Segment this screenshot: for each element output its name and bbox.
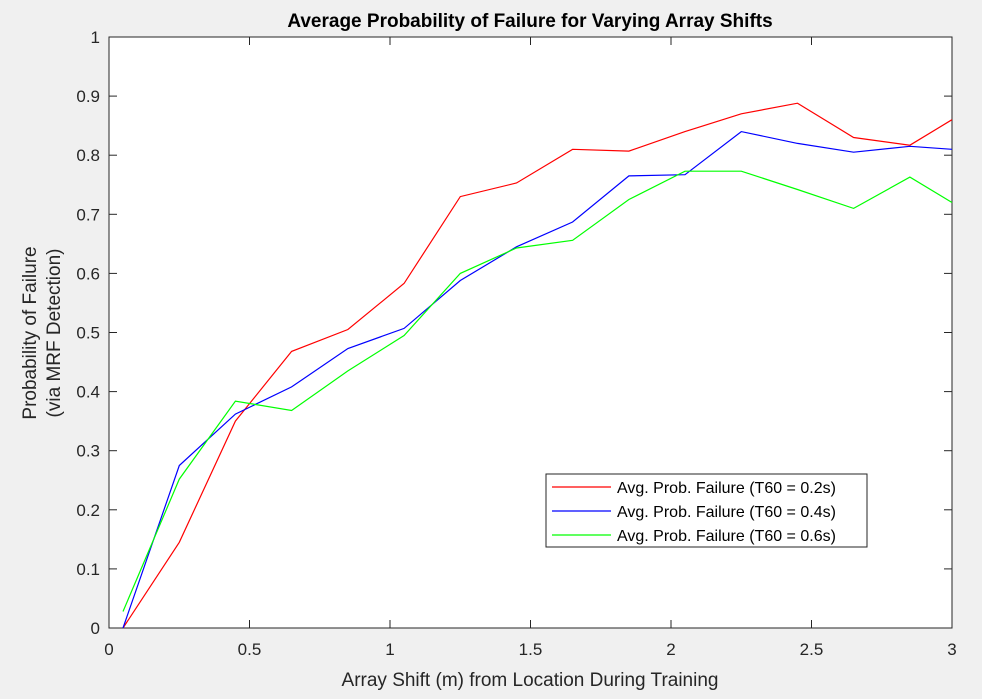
legend-entries: Avg. Prob. Failure (T60 = 0.2s) Avg. Prob…	[552, 480, 836, 545]
legend-label-2: Avg. Prob. Failure (T60 = 0.4s)	[617, 504, 836, 521]
y-tick-label: 0.8	[76, 146, 100, 165]
y-axis-label-line1: Probability of Failure	[20, 246, 41, 419]
y-tick-label: 0	[91, 619, 100, 638]
y-tick-label: 0.2	[76, 501, 100, 520]
y-tick-label: 1	[91, 28, 100, 47]
legend-label-3: Avg. Prob. Failure (T60 = 0.6s)	[617, 528, 836, 545]
x-axis-label: Array Shift (m) from Location During Tra…	[342, 670, 719, 691]
y-tick-label: 0.3	[76, 442, 100, 461]
axis-ticks: 0 0.5 1 1.5 2 2.5 3 0 0.1 0.2 0.3 0.4 0.5 0.6 0.7 0.8 0.…	[76, 28, 956, 659]
legend-label-1: Avg. Prob. Failure (T60 = 0.2s)	[617, 480, 836, 497]
series-line-3	[122, 170, 953, 612]
y-tick-label: 0.6	[76, 264, 100, 283]
y-tick-label: 0.4	[76, 383, 100, 402]
y-axis-label-line2: (via MRF Detection)	[44, 249, 65, 418]
legend: Avg. Prob. Failure (T60 = 0.2s) Avg. Prob…	[545, 473, 868, 548]
x-tick-label: 1.5	[519, 640, 543, 659]
chart-title: Average Probability of Failure for Varyi…	[287, 11, 772, 32]
y-tick-label: 0.9	[76, 87, 100, 106]
series-line-1	[122, 102, 953, 629]
x-tick-label: 0.5	[238, 640, 262, 659]
y-tick-label: 0.1	[76, 560, 100, 579]
y-tick-label: 0.5	[76, 324, 100, 343]
series-line-2	[122, 130, 953, 629]
x-tick-label: 1	[385, 640, 394, 659]
x-tick-label: 2	[666, 640, 675, 659]
x-tick-label: 0	[104, 640, 113, 659]
y-tick-label: 0.7	[76, 205, 100, 224]
x-tick-label: 3	[947, 640, 956, 659]
series-lines	[122, 102, 953, 629]
x-tick-label: 2.5	[800, 640, 824, 659]
